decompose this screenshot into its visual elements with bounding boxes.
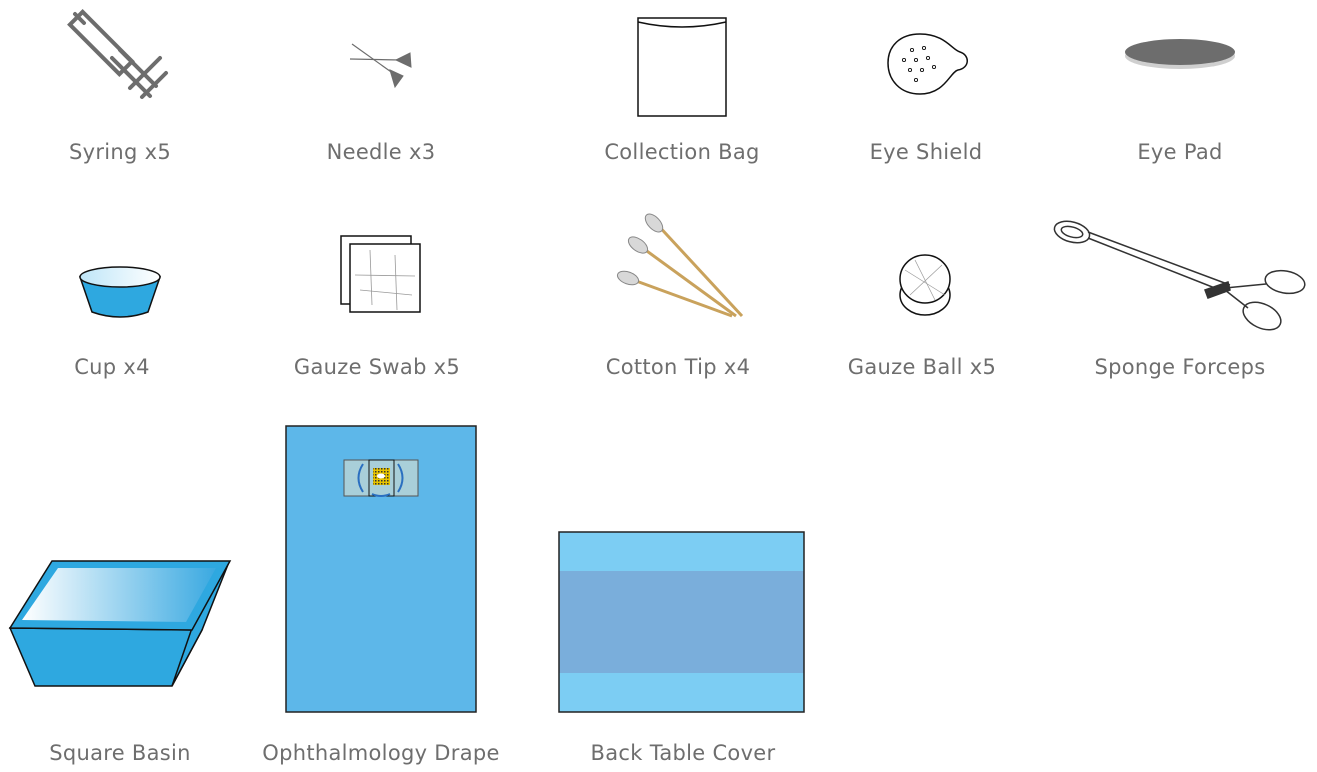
item-label-gauze-ball: Gauze Ball x5 [847, 355, 997, 379]
item-label-eye-pad: Eye Pad [1137, 140, 1223, 164]
sponge-forceps-icon [1053, 220, 1306, 331]
item-label-square-basin: Square Basin [49, 741, 191, 765]
item-label-syringe: Syring x5 [68, 140, 172, 164]
back-table-cover-icon [558, 531, 805, 713]
cotton-tip-icon [616, 213, 744, 318]
gauze-swab-icon [340, 235, 421, 313]
collection-bag-icon [637, 17, 727, 117]
item-label-sponge-forceps: Sponge Forceps [1094, 355, 1266, 379]
gauze-ball-icon [899, 254, 951, 316]
item-label-cup: Cup x4 [74, 355, 150, 379]
cup-icon [78, 266, 162, 318]
eye-pad-icon [1125, 39, 1235, 69]
item-label-gauze-swab: Gauze Swab x5 [293, 355, 461, 379]
item-label-eye-shield: Eye Shield [869, 140, 983, 164]
item-label-cotton-tip: Cotton Tip x4 [605, 355, 751, 379]
item-label-needle: Needle x3 [326, 140, 436, 164]
item-label-collection-bag: Collection Bag [604, 140, 760, 164]
needle-icon [349, 43, 412, 89]
ophthalmology-drape-icon [285, 425, 477, 713]
square-basin-icon [8, 560, 232, 687]
item-label-ophthalmology-drape: Ophthalmology Drape [262, 741, 500, 765]
item-label-back-table-cover: Back Table Cover [590, 741, 776, 765]
syringe-icon [67, 9, 168, 99]
eye-shield-icon [887, 33, 968, 95]
